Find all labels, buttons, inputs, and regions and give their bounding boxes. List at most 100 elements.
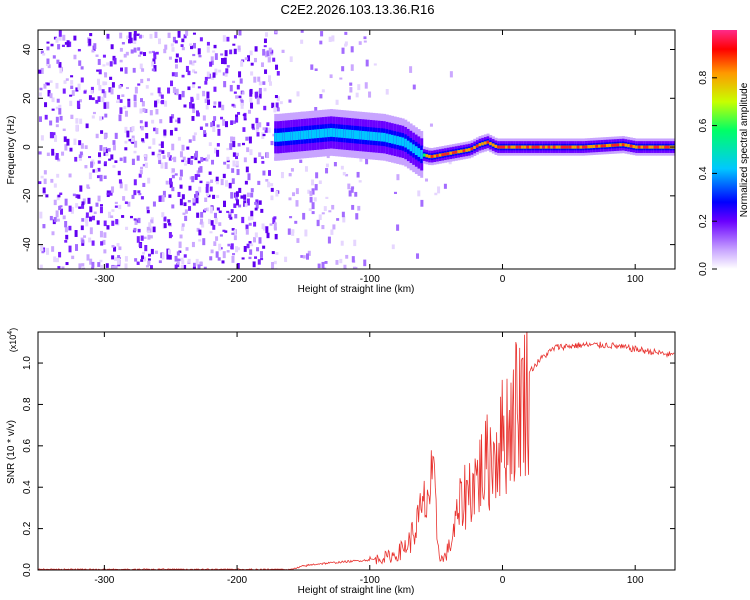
heatmap-cell <box>226 65 230 68</box>
heatmap-cell <box>335 128 339 138</box>
heatmap-cell <box>274 30 278 34</box>
heatmap-cell <box>100 130 104 134</box>
heatmap-cell <box>234 214 238 219</box>
heatmap-cell <box>221 57 225 65</box>
heatmap-cell <box>139 51 143 55</box>
heatmap-cell <box>274 132 278 142</box>
heatmap-cell <box>196 93 200 100</box>
heatmap-cell <box>191 116 195 121</box>
heatmap-cell <box>70 85 74 90</box>
heatmap-cell <box>96 175 100 179</box>
heatmap-cell <box>79 151 83 156</box>
heatmap-cell <box>274 267 278 269</box>
heatmap-cell <box>226 159 230 163</box>
heatmap-cell <box>579 145 583 149</box>
heatmap-cell <box>146 206 150 210</box>
heatmap-cell <box>58 30 62 37</box>
heatmap-cell <box>243 157 247 163</box>
heatmap-cell <box>170 157 174 160</box>
heatmap-cell <box>262 81 266 85</box>
heatmap-cell <box>118 179 122 184</box>
heatmap-cell <box>46 41 50 44</box>
heatmap-cell <box>131 126 135 132</box>
heatmap-cell <box>124 110 128 117</box>
heatmap-cell <box>168 155 172 161</box>
heatmap-cell <box>56 98 60 103</box>
heatmap-cell <box>363 259 367 267</box>
heatmap-cell <box>267 57 271 63</box>
heatmap-cell <box>271 251 275 255</box>
heatmap-cell <box>109 61 113 67</box>
heatmap-cell <box>47 89 51 97</box>
heatmap-cell <box>119 59 123 63</box>
heatmap-cell <box>667 145 671 149</box>
heatmap-cell <box>192 266 196 269</box>
heatmap-cell <box>325 168 329 174</box>
heatmap-cell <box>257 259 261 265</box>
heatmap-cell <box>232 120 236 124</box>
heatmap-cell <box>314 107 318 112</box>
heatmap-cell <box>137 217 141 224</box>
heatmap-cell <box>205 104 209 110</box>
heatmap-cell <box>342 171 346 176</box>
heatmap-cell <box>161 150 165 154</box>
heatmap-cell <box>187 157 191 165</box>
heatmap-cell <box>263 45 267 48</box>
heatmap-cell <box>74 230 78 237</box>
heatmap-cell <box>204 208 208 211</box>
heatmap-cell <box>260 257 264 261</box>
spectrogram-xtick-label: -300 <box>94 274 114 285</box>
heatmap-cell <box>653 145 657 149</box>
heatmap-cell <box>539 145 543 149</box>
heatmap-cell <box>138 193 142 196</box>
heatmap-cell <box>231 103 235 107</box>
heatmap-cell <box>147 177 151 184</box>
heatmap-cell <box>258 200 262 205</box>
heatmap-cell <box>107 211 111 219</box>
heatmap-cell <box>116 258 120 265</box>
heatmap-cell <box>154 250 158 254</box>
heatmap-cell <box>243 118 247 121</box>
heatmap-cell <box>181 223 185 227</box>
heatmap-cell <box>210 60 214 66</box>
heatmap-cell <box>409 66 413 73</box>
heatmap-cell <box>290 131 294 141</box>
heatmap-cell <box>194 71 198 74</box>
heatmap-cell <box>187 70 191 76</box>
heatmap-cell <box>270 183 274 187</box>
heatmap-cell <box>249 249 253 255</box>
heatmap-cell <box>78 206 82 209</box>
heatmap-cell <box>232 253 236 256</box>
heatmap-cell <box>316 129 320 139</box>
heatmap-cell <box>412 84 416 90</box>
heatmap-cell <box>182 212 186 215</box>
heatmap-cell <box>245 166 249 173</box>
heatmap-cell <box>284 132 288 141</box>
heatmap-cell <box>177 136 181 141</box>
heatmap-cell <box>179 184 183 189</box>
heatmap-cell <box>76 100 80 108</box>
colorbar: 0.0 0.2 0.4 0.6 0.8 Normalized spectral ampl… <box>698 30 750 276</box>
heatmap-cell <box>62 128 66 132</box>
heatmap-cell <box>191 83 195 88</box>
heatmap-cell <box>220 116 224 120</box>
heatmap-cell <box>147 258 151 261</box>
heatmap-cell <box>59 115 63 121</box>
heatmap-cell <box>144 108 148 113</box>
heatmap-cell <box>127 101 131 108</box>
heatmap-cell <box>619 143 623 147</box>
heatmap-cell <box>127 98 131 102</box>
heatmap-cell <box>131 137 135 142</box>
heatmap-cell <box>188 185 192 191</box>
heatmap-cell <box>142 163 146 167</box>
heatmap-cell <box>222 173 226 179</box>
heatmap-cell <box>306 253 310 260</box>
heatmap-cell <box>452 151 456 155</box>
heatmap-cell <box>323 206 327 212</box>
heatmap-cell <box>64 144 68 151</box>
heatmap-cell <box>223 161 227 165</box>
spectrogram-xtick-label: 100 <box>627 274 644 285</box>
heatmap-cell <box>181 90 185 98</box>
heatmap-cell <box>351 129 355 139</box>
